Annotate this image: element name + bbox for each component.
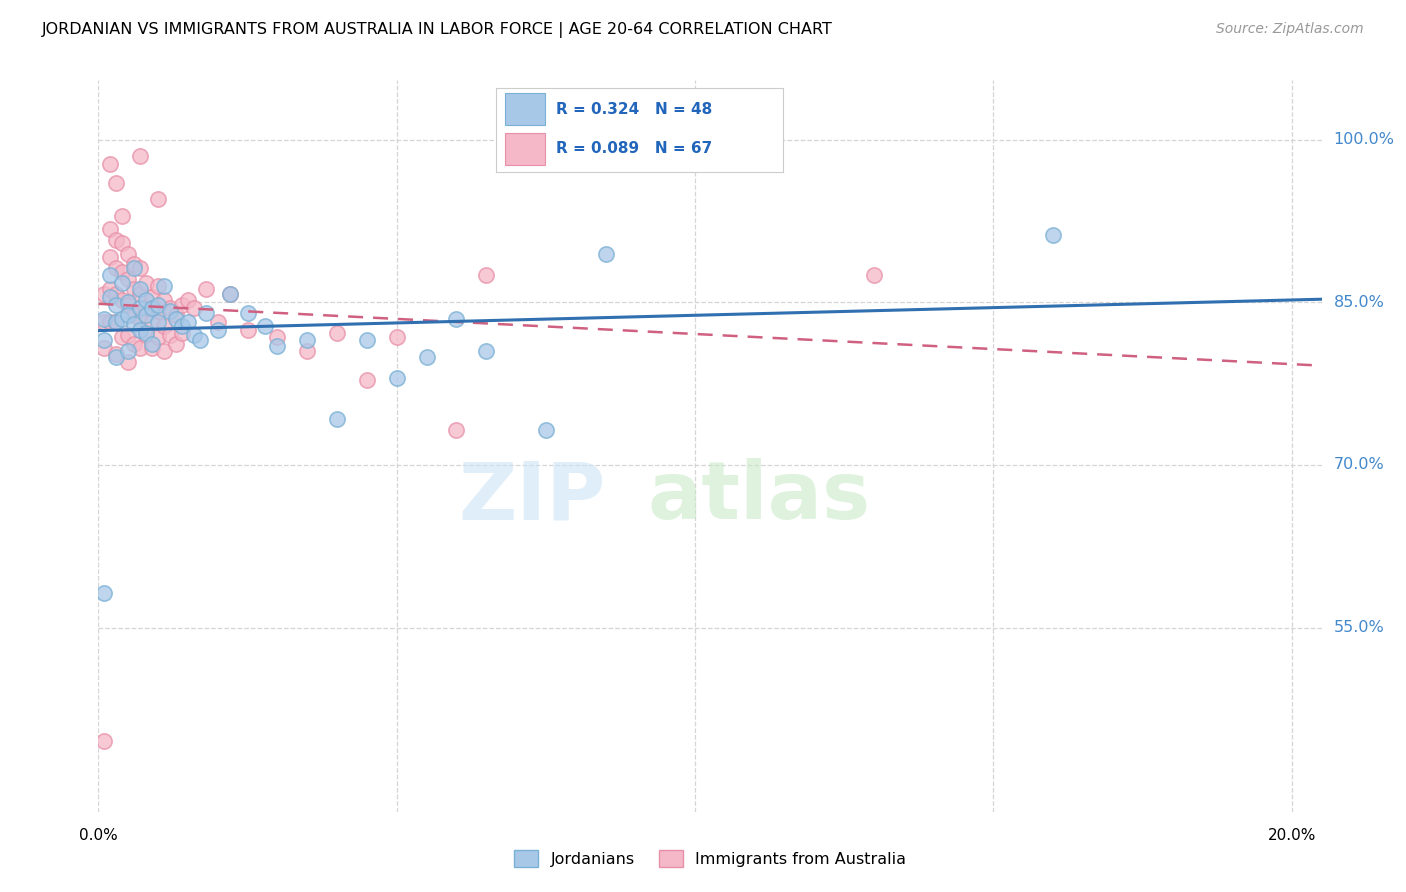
Text: 55.0%: 55.0% bbox=[1333, 620, 1385, 635]
Text: Source: ZipAtlas.com: Source: ZipAtlas.com bbox=[1216, 22, 1364, 37]
Text: 70.0%: 70.0% bbox=[1333, 458, 1385, 473]
Text: atlas: atlas bbox=[647, 458, 870, 536]
Text: 85.0%: 85.0% bbox=[1333, 295, 1385, 310]
Text: 100.0%: 100.0% bbox=[1333, 132, 1395, 147]
Text: JORDANIAN VS IMMIGRANTS FROM AUSTRALIA IN LABOR FORCE | AGE 20-64 CORRELATION CH: JORDANIAN VS IMMIGRANTS FROM AUSTRALIA I… bbox=[42, 22, 832, 38]
Text: 0.0%: 0.0% bbox=[79, 828, 118, 843]
Text: 20.0%: 20.0% bbox=[1268, 828, 1316, 843]
Text: ZIP: ZIP bbox=[458, 458, 606, 536]
Legend: Jordanians, Immigrants from Australia: Jordanians, Immigrants from Australia bbox=[508, 844, 912, 873]
